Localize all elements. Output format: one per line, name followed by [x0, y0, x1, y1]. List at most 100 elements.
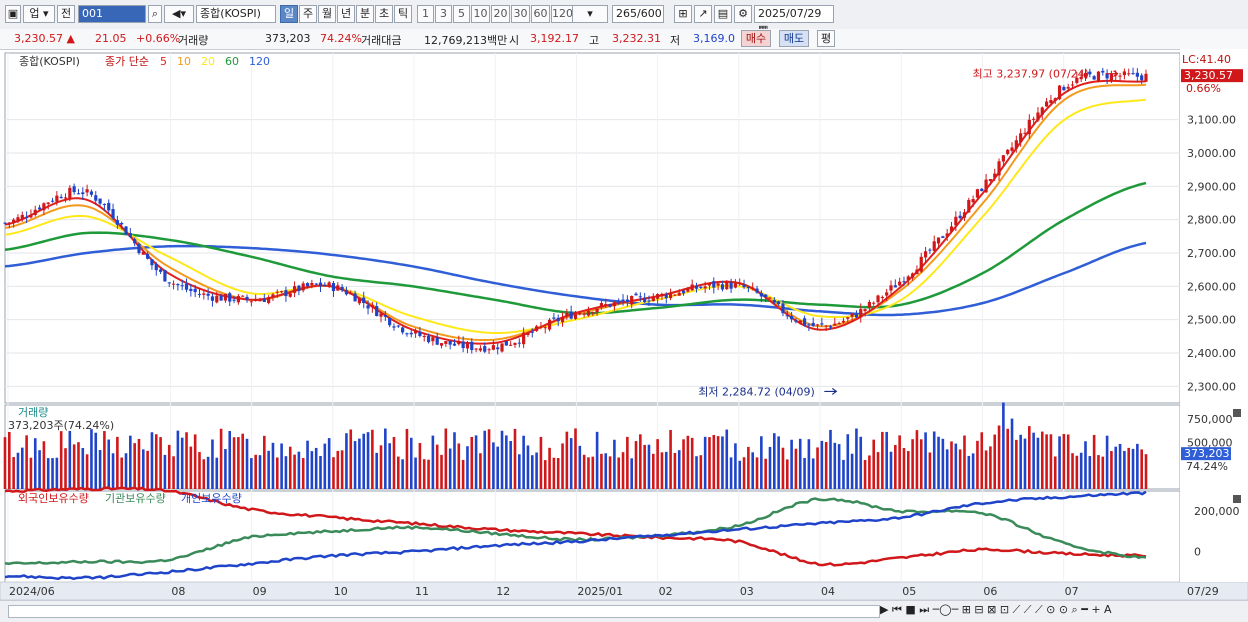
volume-bar	[85, 454, 89, 489]
volume-bar	[327, 438, 331, 489]
candle-body	[115, 220, 119, 225]
buy-button[interactable]: 매수	[741, 30, 771, 47]
volume-bar	[526, 445, 530, 489]
volume-bar	[1015, 439, 1018, 489]
candle-body	[1096, 71, 1101, 82]
volume-bar	[12, 457, 15, 489]
scroll-controls[interactable]: ▶ ⏮ ■ ⏭ ─◯─ ⊞ ⊟ ⊠ ⊡ ⟋ ⟋ ⟋ ⊙ ⊙ ⌕ ━ + A	[880, 603, 1112, 616]
eval-button[interactable]: 평	[817, 30, 835, 47]
chart-area[interactable]: 3,100.00 3,000.00 2,900.00 2,800.00 2,700.00…	[0, 49, 1248, 600]
panel-close-icon-0	[1233, 409, 1241, 417]
period-button-2[interactable]: 월	[318, 5, 336, 23]
count-field[interactable]: 265/600	[612, 5, 664, 23]
candle-body	[197, 294, 202, 296]
volume-bar	[760, 436, 763, 489]
candle-body	[344, 290, 349, 295]
volume-label: 거래량	[178, 34, 209, 47]
candle-body	[98, 198, 102, 204]
name-field[interactable]: 종합(KOSPI)	[196, 5, 276, 23]
prev-button[interactable]: 전	[57, 5, 75, 23]
volume-bar	[734, 443, 737, 489]
volume-bar	[569, 438, 573, 489]
candle-body	[742, 284, 746, 288]
period-button-0[interactable]: 일	[280, 5, 298, 23]
volume-bar	[535, 452, 538, 489]
volume-bar	[453, 432, 456, 489]
search-icon[interactable]: ⌕	[148, 5, 162, 23]
volume-bar	[1105, 435, 1109, 489]
volume-bar	[271, 442, 275, 489]
code-input[interactable]: 001	[78, 5, 146, 23]
candle-body	[638, 296, 642, 298]
high-value: 3,232.31	[612, 32, 661, 45]
volume-bar	[928, 452, 932, 489]
candle-body	[1101, 70, 1105, 73]
volume-bar	[699, 455, 703, 489]
volume-bar	[116, 436, 119, 489]
interval-button-1[interactable]: 1	[417, 5, 434, 23]
interval-button-120[interactable]: 120	[551, 5, 573, 23]
period-button-4[interactable]: 분	[356, 5, 374, 23]
high-label: 고	[589, 34, 600, 47]
volume-bar	[288, 446, 292, 489]
candle-body	[720, 284, 725, 290]
interval-button-10[interactable]: 10	[471, 5, 490, 23]
volume-bar	[401, 459, 404, 489]
period-button-6[interactable]: 틱	[394, 5, 412, 23]
volume-bar	[349, 429, 353, 489]
volume-bar	[241, 433, 245, 489]
volume-ratio: 74.24%	[320, 32, 362, 45]
candle-body	[885, 292, 889, 296]
candle-body	[68, 187, 72, 199]
candle-body	[1010, 147, 1014, 151]
date-field[interactable]: 2025/07/29 ▦	[754, 5, 834, 36]
period-button-5[interactable]: 초	[375, 5, 393, 23]
volume-bar	[708, 437, 711, 489]
volume-bar	[487, 429, 491, 489]
volume-bar	[721, 436, 724, 489]
candle-body	[245, 296, 249, 300]
candle-body	[102, 203, 107, 205]
volume-bar	[898, 435, 901, 489]
candle-body	[1014, 140, 1018, 149]
interval-custom-select[interactable]: ▾	[572, 5, 608, 23]
x-tick-11: 06	[983, 585, 997, 598]
candle-body	[681, 290, 686, 294]
volume-bar	[1101, 456, 1105, 489]
candle-body	[292, 286, 297, 293]
volume-bar	[837, 444, 841, 489]
volume-bar	[16, 452, 20, 489]
interval-button-20[interactable]: 20	[491, 5, 510, 23]
gear-icon[interactable]: ⚙	[734, 5, 752, 23]
volume-bar	[565, 431, 569, 489]
candle-body	[94, 195, 98, 201]
indicator-icon[interactable]: ↗	[694, 5, 712, 23]
interval-button-5[interactable]: 5	[453, 5, 470, 23]
speaker-icon[interactable]: ◀▾	[164, 5, 194, 23]
candle-body	[820, 323, 824, 325]
interval-button-30[interactable]: 30	[511, 5, 530, 23]
candle-body	[764, 294, 768, 297]
period-button-1[interactable]: 주	[299, 5, 317, 23]
sell-button[interactable]: 매도	[779, 30, 809, 47]
interval-button-3[interactable]: 3	[435, 5, 452, 23]
volume-bar	[989, 446, 992, 489]
market-select[interactable]: 업 ▾	[23, 5, 55, 23]
period-button-3[interactable]: 년	[337, 5, 355, 23]
candle-type-icon[interactable]: ⊞	[674, 5, 692, 23]
save-icon[interactable]: ▤	[714, 5, 732, 23]
scroll-track[interactable]	[8, 605, 880, 618]
candle-body	[547, 319, 552, 330]
volume-bar	[263, 435, 266, 489]
scroll-bar[interactable]: ▶ ⏮ ■ ⏭ ─◯─ ⊞ ⊟ ⊠ ⊡ ⟋ ⟋ ⟋ ⊙ ⊙ ⌕ ━ + A	[0, 600, 1248, 622]
window-menu-icon[interactable]: ▣	[5, 5, 21, 23]
volume-bar	[915, 430, 919, 489]
volume-bar	[457, 443, 461, 489]
candle-body	[595, 308, 599, 313]
candle-body	[690, 284, 694, 291]
candle-body	[241, 295, 245, 297]
volume-bar	[245, 438, 249, 489]
price-y-tick-2: 2,900.00	[1187, 180, 1236, 193]
candle-body	[409, 332, 413, 335]
interval-button-60[interactable]: 60	[531, 5, 550, 23]
